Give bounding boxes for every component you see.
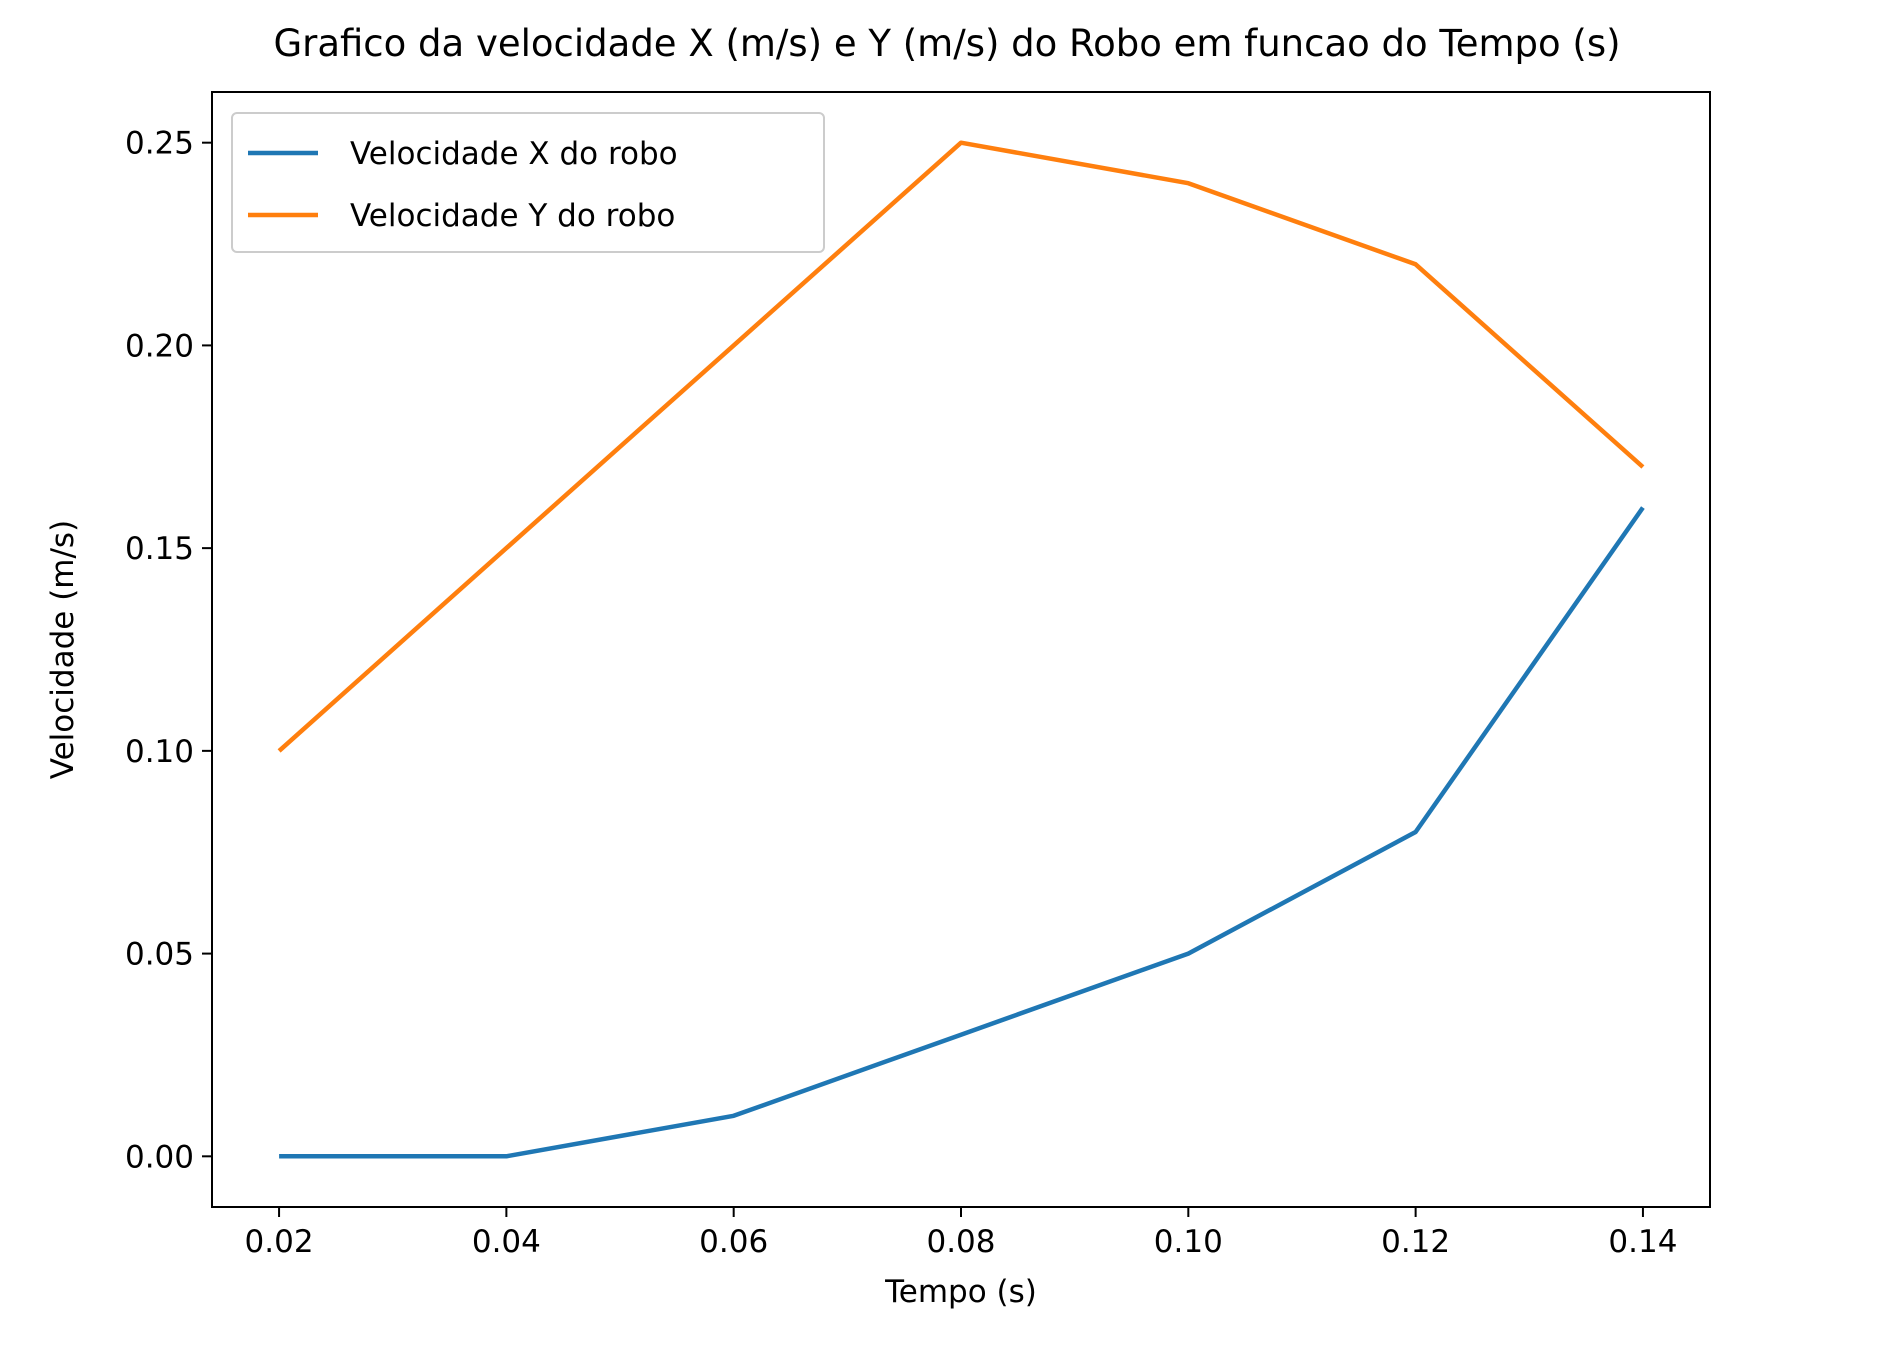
y-tick-label: 0.15	[125, 531, 194, 567]
legend-label-2: Velocidade Y do robo	[350, 198, 675, 234]
x-axis-ticks: 0.02 0.04 0.06 0.08 0.10 0.12 0.14	[245, 1207, 1677, 1260]
y-tick-label: 0.10	[125, 734, 194, 770]
plot-area	[212, 92, 1710, 1207]
legend-label-1: Velocidade X do robo	[350, 136, 678, 172]
legend: Velocidade X do robo Velocidade Y do robo	[231, 112, 825, 253]
y-tick-label: 0.00	[125, 1139, 194, 1175]
x-tick-label: 0.08	[926, 1224, 995, 1260]
x-axis-label: Tempo (s)	[884, 1274, 1037, 1310]
y-axis-ticks: 0.00 0.05 0.10 0.15 0.20 0.25	[125, 126, 212, 1175]
x-tick-label: 0.04	[472, 1224, 541, 1260]
y-tick-label: 0.05	[125, 937, 194, 973]
x-tick-label: 0.12	[1381, 1224, 1450, 1260]
series-layer	[277, 140, 1645, 1159]
y-tick-label: 0.20	[125, 328, 194, 364]
x-tick-label: 0.06	[699, 1224, 768, 1260]
legend-box	[231, 112, 825, 253]
x-tick-label: 0.10	[1154, 1224, 1223, 1260]
series-line-1	[279, 506, 1645, 1159]
y-axis-label: Velocidade (m/s)	[45, 520, 81, 779]
chart-title: Grafico da velocidade X (m/s) e Y (m/s) …	[273, 22, 1620, 65]
series-line-2	[277, 140, 1645, 753]
x-tick-label: 0.14	[1608, 1224, 1677, 1260]
y-tick-label: 0.25	[125, 126, 194, 162]
x-tick-label: 0.02	[245, 1224, 314, 1260]
